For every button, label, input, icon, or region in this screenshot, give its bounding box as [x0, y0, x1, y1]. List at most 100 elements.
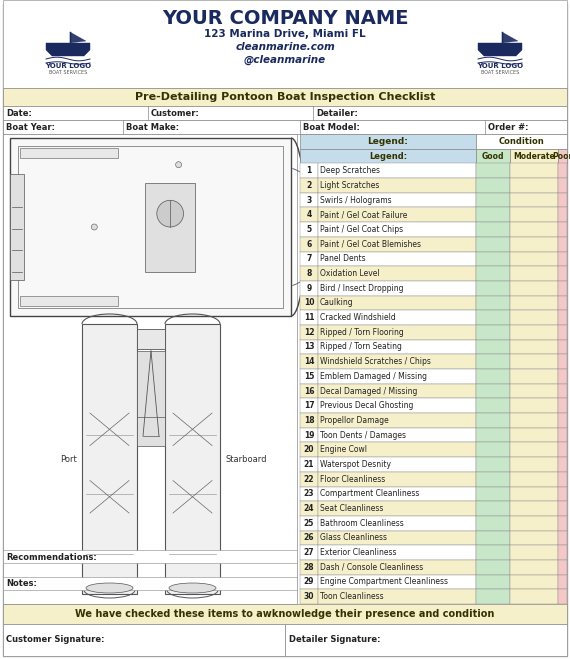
Bar — [558, 178, 567, 192]
Bar — [476, 560, 510, 575]
Bar — [476, 530, 510, 545]
Bar — [476, 252, 510, 266]
Text: Compartment Cleanliness: Compartment Cleanliness — [320, 490, 420, 498]
Bar — [558, 545, 567, 560]
Bar — [300, 516, 318, 530]
Bar — [558, 501, 567, 516]
Bar — [476, 222, 510, 237]
Bar — [10, 173, 24, 280]
Bar — [476, 208, 510, 222]
Bar — [558, 589, 567, 604]
Bar — [558, 575, 567, 589]
Bar — [285, 624, 567, 656]
Bar — [476, 428, 510, 442]
Text: 29: 29 — [304, 577, 314, 587]
Ellipse shape — [169, 583, 216, 593]
Text: 2: 2 — [307, 181, 312, 190]
Text: Port: Port — [60, 455, 77, 463]
Bar — [476, 192, 510, 208]
Text: 17: 17 — [304, 401, 314, 410]
Text: 13: 13 — [304, 343, 314, 351]
Text: Paint / Gel Coat Failure: Paint / Gel Coat Failure — [320, 210, 408, 219]
Bar — [558, 355, 567, 369]
Text: 3: 3 — [307, 196, 312, 204]
Bar — [558, 296, 567, 310]
Text: Dash / Console Cleanliness: Dash / Console Cleanliness — [320, 563, 424, 572]
Bar — [558, 339, 567, 355]
Bar — [476, 310, 510, 325]
Text: Propellor Damage: Propellor Damage — [320, 416, 389, 425]
Bar — [476, 369, 510, 384]
Text: 11: 11 — [304, 313, 314, 322]
Bar — [558, 428, 567, 442]
Text: Toon Cleanliness: Toon Cleanliness — [320, 592, 384, 601]
Bar — [476, 355, 510, 369]
Polygon shape — [478, 43, 522, 56]
Text: 9: 9 — [307, 284, 312, 293]
Bar — [300, 545, 318, 560]
Bar — [318, 530, 476, 545]
Text: 18: 18 — [304, 416, 314, 425]
Text: Exterior Cleanliness: Exterior Cleanliness — [320, 548, 397, 557]
Bar — [300, 178, 318, 192]
Text: Boat Year:: Boat Year: — [6, 123, 55, 132]
Bar — [476, 516, 510, 530]
Bar — [3, 88, 567, 106]
Text: Caulking: Caulking — [320, 299, 353, 307]
Text: @cleanmarine: @cleanmarine — [244, 55, 326, 65]
Bar — [510, 325, 558, 339]
Bar — [476, 296, 510, 310]
Bar — [145, 183, 196, 272]
Text: 15: 15 — [304, 372, 314, 381]
Bar — [318, 369, 476, 384]
Bar — [476, 457, 510, 472]
Bar — [510, 355, 558, 369]
Text: Engine Compartment Cleanliness: Engine Compartment Cleanliness — [320, 577, 448, 587]
Bar — [300, 413, 318, 428]
Bar — [476, 266, 510, 281]
Bar — [558, 457, 567, 472]
Text: cleanmarine.com: cleanmarine.com — [235, 42, 335, 52]
Text: Seat Cleanliness: Seat Cleanliness — [320, 504, 384, 513]
Bar — [510, 192, 558, 208]
Bar — [558, 413, 567, 428]
Bar — [510, 589, 558, 604]
Bar — [510, 252, 558, 266]
Text: Oxidation Level: Oxidation Level — [320, 269, 380, 278]
Bar — [476, 178, 510, 192]
Bar — [318, 222, 476, 237]
Bar — [300, 369, 318, 384]
Bar — [476, 325, 510, 339]
Bar — [300, 192, 318, 208]
Bar — [558, 442, 567, 457]
Bar — [510, 457, 558, 472]
Bar — [558, 192, 567, 208]
Text: Date:: Date: — [6, 109, 32, 117]
Bar — [300, 530, 318, 545]
Bar — [558, 252, 567, 266]
Bar — [3, 106, 567, 120]
Text: YOUR COMPANY NAME: YOUR COMPANY NAME — [162, 9, 408, 28]
Bar — [510, 545, 558, 560]
Bar — [300, 486, 318, 501]
Text: Paint / Gel Coat Blemishes: Paint / Gel Coat Blemishes — [320, 240, 421, 248]
Bar — [318, 355, 476, 369]
Bar — [510, 486, 558, 501]
Bar — [10, 138, 291, 316]
Bar — [318, 252, 476, 266]
Text: 20: 20 — [304, 445, 314, 454]
Text: BOAT SERVICES: BOAT SERVICES — [49, 71, 87, 76]
Bar — [510, 413, 558, 428]
Bar — [318, 384, 476, 399]
Text: 22: 22 — [304, 474, 314, 484]
Bar — [510, 222, 558, 237]
Text: Cracked Windshield: Cracked Windshield — [320, 313, 396, 322]
Bar — [510, 310, 558, 325]
Bar — [318, 516, 476, 530]
Text: Ripped / Torn Flooring: Ripped / Torn Flooring — [320, 328, 404, 337]
Text: Panel Dents: Panel Dents — [320, 254, 365, 264]
Bar — [3, 120, 567, 134]
Bar — [300, 208, 318, 222]
Bar — [510, 237, 558, 252]
Bar — [137, 329, 165, 349]
